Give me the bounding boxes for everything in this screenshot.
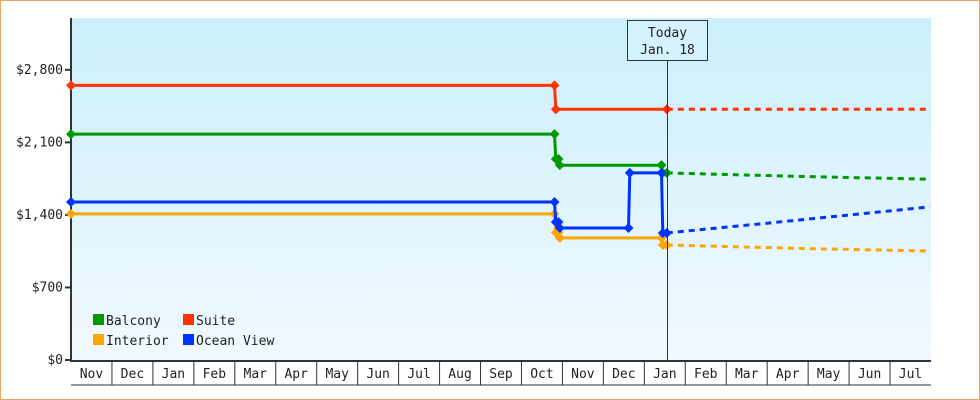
month-label: Nov bbox=[571, 367, 595, 382]
month-label: Jul bbox=[407, 367, 430, 382]
y-tick-label: $0 bbox=[47, 353, 63, 368]
data-point-marker bbox=[661, 167, 672, 178]
series-ocean-view-forecast-line bbox=[666, 205, 930, 235]
month-label: Jun bbox=[858, 367, 881, 382]
data-point-marker bbox=[550, 104, 561, 115]
data-point-marker bbox=[549, 129, 560, 140]
data-point-marker bbox=[624, 167, 635, 178]
data-point-marker bbox=[66, 196, 76, 207]
month-label: Feb bbox=[694, 367, 718, 382]
y-tick-label: $700 bbox=[32, 280, 63, 295]
month-label: Oct bbox=[530, 367, 553, 382]
month-label: May bbox=[817, 367, 841, 382]
month-label: Mar bbox=[735, 367, 759, 382]
month-label: Jun bbox=[366, 367, 389, 382]
month-label: Jan bbox=[162, 367, 185, 382]
data-point-marker bbox=[549, 80, 560, 91]
today-date: Jan. 18 bbox=[640, 43, 695, 58]
legend-label: Interior bbox=[106, 334, 169, 349]
month-label: Dec bbox=[612, 367, 635, 382]
y-tick-label: $2,800 bbox=[16, 63, 63, 78]
month-label: Apr bbox=[776, 367, 800, 382]
legend-swatch bbox=[183, 314, 194, 325]
series-interior-forecast-line bbox=[666, 243, 930, 253]
month-label: May bbox=[325, 367, 349, 382]
series-ocean-view-history-line bbox=[71, 171, 667, 235]
data-point-marker bbox=[66, 80, 76, 91]
legend-label: Suite bbox=[196, 314, 235, 329]
series-suite-history-line bbox=[71, 83, 667, 111]
month-label: Aug bbox=[448, 367, 471, 382]
data-point-marker bbox=[661, 227, 672, 238]
data-point-marker bbox=[554, 232, 565, 243]
legend-swatch bbox=[183, 334, 194, 345]
month-label: Jul bbox=[899, 367, 922, 382]
data-point-marker bbox=[549, 196, 560, 207]
data-point-marker bbox=[66, 129, 76, 140]
data-point-marker bbox=[661, 239, 672, 250]
legend-swatch bbox=[93, 314, 104, 325]
data-point-marker bbox=[554, 160, 565, 171]
month-label: Nov bbox=[80, 367, 104, 382]
y-tick-label: $2,100 bbox=[16, 135, 63, 150]
data-point-marker bbox=[656, 160, 667, 171]
month-label: Jan bbox=[653, 367, 676, 382]
today-label: Today bbox=[648, 26, 687, 41]
data-point-marker bbox=[66, 208, 76, 219]
today-box bbox=[627, 20, 708, 61]
month-label: Feb bbox=[203, 367, 227, 382]
month-label: Mar bbox=[244, 367, 268, 382]
legend-label: Ocean View bbox=[196, 334, 274, 349]
series-balcony-forecast-line bbox=[666, 171, 930, 181]
data-point-marker bbox=[661, 104, 672, 115]
legend-swatch bbox=[93, 334, 104, 345]
data-point-marker bbox=[656, 167, 667, 178]
data-point-marker bbox=[554, 222, 565, 233]
data-point-marker bbox=[623, 222, 634, 233]
legend-label: Balcony bbox=[106, 314, 161, 329]
plot-area bbox=[71, 18, 931, 360]
y-tick-label: $1,400 bbox=[16, 208, 63, 223]
month-label: Sep bbox=[489, 367, 513, 382]
month-label: Dec bbox=[121, 367, 144, 382]
month-label: Apr bbox=[284, 367, 308, 382]
